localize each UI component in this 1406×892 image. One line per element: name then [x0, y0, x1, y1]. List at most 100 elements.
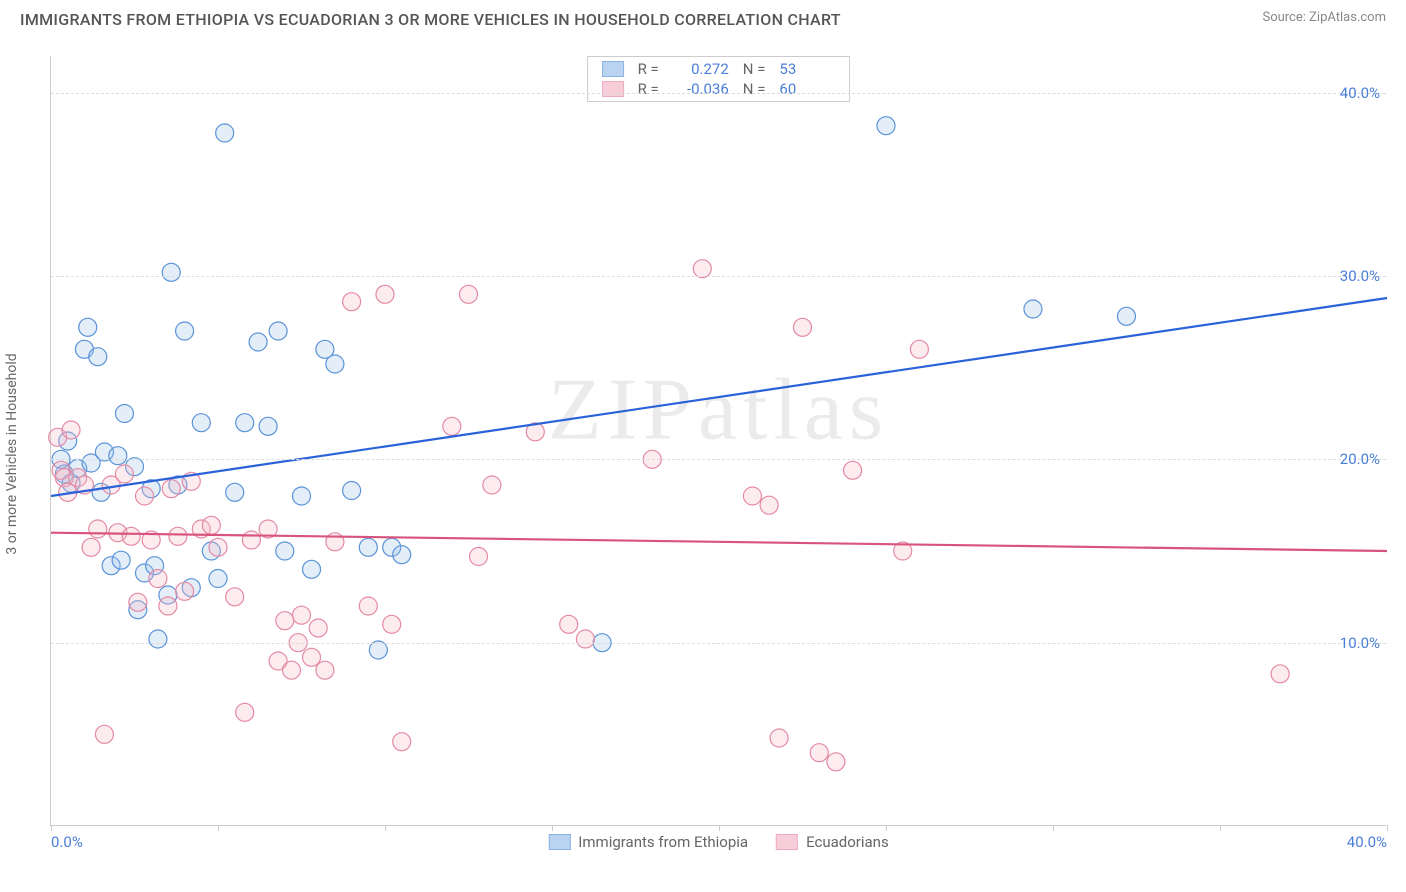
- grid-line: [51, 643, 1386, 644]
- data-point: [82, 538, 100, 556]
- data-point: [369, 641, 387, 659]
- data-point: [115, 405, 133, 423]
- data-point: [209, 538, 227, 556]
- data-point: [393, 733, 411, 751]
- legend-swatch: [776, 834, 798, 850]
- legend-r-label: R =: [638, 60, 659, 78]
- legend-n-label: N =: [743, 80, 766, 98]
- data-point: [249, 333, 267, 351]
- legend-n-label: N =: [743, 60, 766, 78]
- data-point: [470, 548, 488, 566]
- data-point: [827, 753, 845, 771]
- data-point: [844, 461, 862, 479]
- data-point: [176, 322, 194, 340]
- grid-line: [51, 93, 1386, 94]
- data-point: [236, 414, 254, 432]
- data-point: [794, 318, 812, 336]
- data-point: [303, 648, 321, 666]
- data-point: [770, 729, 788, 747]
- y-tick-label: 40.0%: [1340, 84, 1380, 102]
- x-tick: [1220, 825, 1221, 831]
- data-point: [236, 703, 254, 721]
- data-point: [176, 582, 194, 600]
- data-point: [226, 588, 244, 606]
- data-point: [162, 263, 180, 281]
- legend-swatch: [602, 81, 624, 97]
- legend-n-value: 60: [779, 80, 835, 98]
- data-point: [359, 538, 377, 556]
- grid-line: [51, 459, 1386, 460]
- data-point: [359, 597, 377, 615]
- legend-swatch: [548, 834, 570, 850]
- data-point: [276, 612, 294, 630]
- legend-r-label: R =: [638, 80, 659, 98]
- legend-r-value: -0.036: [673, 80, 729, 98]
- data-point: [149, 630, 167, 648]
- data-point: [89, 520, 107, 538]
- data-point: [343, 293, 361, 311]
- data-point: [910, 340, 928, 358]
- data-point: [216, 124, 234, 142]
- trend-line: [51, 298, 1387, 496]
- data-point: [460, 285, 478, 303]
- data-point: [112, 551, 130, 569]
- data-point: [576, 630, 594, 648]
- x-tick: [218, 825, 219, 831]
- legend-swatch: [602, 61, 624, 77]
- data-point: [115, 465, 133, 483]
- data-point: [242, 531, 260, 549]
- scatter-plot-svg: [51, 56, 1386, 825]
- series-legend-label: Ecuadorians: [806, 833, 889, 851]
- data-point: [443, 417, 461, 435]
- title-bar: IMMIGRANTS FROM ETHIOPIA VS ECUADORIAN 3…: [0, 0, 1406, 29]
- y-axis-title: 3 or more Vehicles in Household: [4, 353, 20, 554]
- data-point: [282, 661, 300, 679]
- series-legend-item: Immigrants from Ethiopia: [548, 833, 748, 851]
- data-point: [810, 744, 828, 762]
- x-tick: [886, 825, 887, 831]
- x-tick: [719, 825, 720, 831]
- correlation-legend-row: R = -0.036 N = 60: [588, 79, 850, 99]
- data-point: [149, 570, 167, 588]
- series-legend-item: Ecuadorians: [776, 833, 889, 851]
- grid-line: [51, 276, 1386, 277]
- data-point: [129, 593, 147, 611]
- y-tick-label: 30.0%: [1340, 267, 1380, 285]
- x-tick-label: 0.0%: [51, 833, 83, 851]
- chart-title: IMMIGRANTS FROM ETHIOPIA VS ECUADORIAN 3…: [20, 10, 841, 29]
- data-point: [316, 661, 334, 679]
- data-point: [303, 560, 321, 578]
- data-point: [1271, 665, 1289, 683]
- data-point: [226, 483, 244, 501]
- x-tick: [51, 825, 52, 831]
- data-point: [89, 348, 107, 366]
- data-point: [122, 527, 140, 545]
- data-point: [169, 527, 187, 545]
- data-point: [109, 447, 127, 465]
- data-point: [276, 542, 294, 560]
- data-point: [393, 546, 411, 564]
- data-point: [293, 606, 311, 624]
- x-tick: [552, 825, 553, 831]
- data-point: [95, 725, 113, 743]
- x-tick-label: 40.0%: [1347, 833, 1387, 851]
- correlation-legend-row: R = 0.272 N = 53: [588, 59, 850, 79]
- x-tick: [1387, 825, 1388, 831]
- data-point: [62, 421, 80, 439]
- data-point: [162, 480, 180, 498]
- data-point: [293, 487, 311, 505]
- data-point: [343, 482, 361, 500]
- plot-area: ZIPatlas R =0.272N =53R =-0.036N =60 Imm…: [50, 56, 1386, 826]
- legend-n-value: 53: [779, 60, 835, 78]
- data-point: [309, 619, 327, 637]
- data-point: [1024, 300, 1042, 318]
- series-legend: Immigrants from Ethiopia Ecuadorians: [548, 833, 888, 851]
- data-point: [209, 570, 227, 588]
- y-tick-label: 10.0%: [1340, 634, 1380, 652]
- legend-r-value: 0.272: [673, 60, 729, 78]
- x-tick: [385, 825, 386, 831]
- data-point: [1117, 307, 1135, 325]
- data-point: [326, 355, 344, 373]
- x-tick: [1053, 825, 1054, 831]
- data-point: [376, 285, 394, 303]
